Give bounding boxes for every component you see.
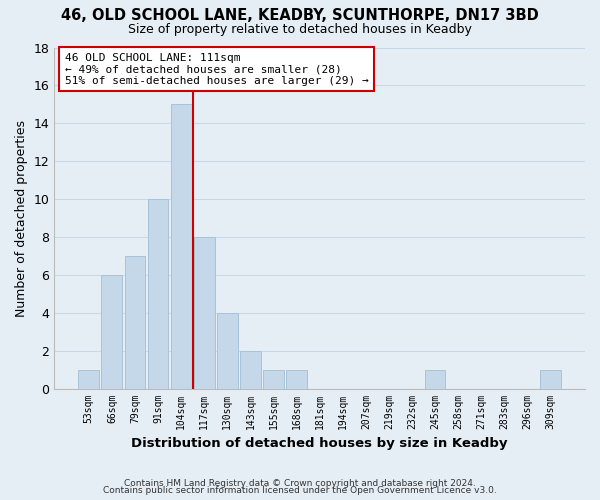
Bar <box>148 199 169 388</box>
Text: 46, OLD SCHOOL LANE, KEADBY, SCUNTHORPE, DN17 3BD: 46, OLD SCHOOL LANE, KEADBY, SCUNTHORPE,… <box>61 8 539 22</box>
Bar <box>194 237 215 388</box>
Bar <box>286 370 307 388</box>
Bar <box>540 370 561 388</box>
Y-axis label: Number of detached properties: Number of detached properties <box>15 120 28 316</box>
Text: 46 OLD SCHOOL LANE: 111sqm
← 49% of detached houses are smaller (28)
51% of semi: 46 OLD SCHOOL LANE: 111sqm ← 49% of deta… <box>65 52 368 86</box>
Text: Size of property relative to detached houses in Keadby: Size of property relative to detached ho… <box>128 22 472 36</box>
Bar <box>425 370 445 388</box>
Text: Contains HM Land Registry data © Crown copyright and database right 2024.: Contains HM Land Registry data © Crown c… <box>124 478 476 488</box>
Bar <box>79 370 99 388</box>
Bar <box>263 370 284 388</box>
Bar <box>217 313 238 388</box>
Bar <box>240 350 261 389</box>
X-axis label: Distribution of detached houses by size in Keadby: Distribution of detached houses by size … <box>131 437 508 450</box>
Bar <box>101 275 122 388</box>
Bar <box>171 104 191 389</box>
Text: Contains public sector information licensed under the Open Government Licence v3: Contains public sector information licen… <box>103 486 497 495</box>
Bar <box>125 256 145 388</box>
